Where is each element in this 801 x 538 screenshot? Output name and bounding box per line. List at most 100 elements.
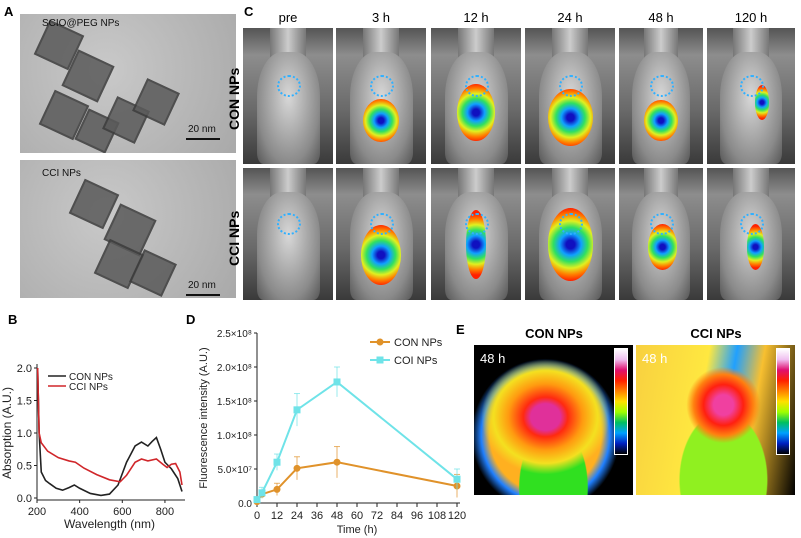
fluorescence-signal: [363, 98, 399, 143]
x-tick-label: 12: [271, 510, 283, 522]
imaging-cell: [336, 28, 426, 164]
panel-label-d: D: [186, 312, 196, 327]
imaging-cell: [525, 168, 615, 300]
roi-circle: [370, 75, 394, 98]
legend-label: CON NPs: [69, 372, 113, 383]
timepoint-label: 3 h: [371, 10, 391, 25]
x-tick-label: 108: [428, 510, 446, 522]
roi-circle: [650, 213, 674, 236]
imaging-cell: [243, 28, 333, 164]
fluorescence-signal: [644, 100, 678, 141]
x-tick-label: 84: [391, 510, 403, 522]
mouse: [256, 191, 320, 300]
data-point: [293, 406, 301, 414]
y-axis-label: Absorption (A.U.): [0, 387, 14, 479]
colorbar: [614, 348, 628, 455]
x-axis-label: Time (h): [337, 524, 378, 536]
roi-circle: [740, 75, 764, 98]
data-point: [273, 458, 281, 466]
x-tick-label: 24: [291, 510, 303, 522]
x-tick-label: 120: [448, 510, 466, 522]
imaging-cell: [431, 168, 521, 300]
data-point: [453, 475, 461, 483]
timepoint-label: 24 h: [557, 10, 583, 25]
colorbar: [776, 348, 790, 455]
y-tick-label: 0.0: [238, 499, 252, 510]
scale-bar: [186, 294, 220, 296]
panel-label-e: E: [456, 322, 465, 337]
scale-bar: [186, 138, 220, 140]
thermal-image-cci: 48 h: [636, 345, 795, 495]
x-tick-label: 200: [28, 506, 46, 518]
timepoint-label: 12 h: [463, 10, 489, 25]
data-point: [258, 489, 266, 497]
roi-circle: [465, 75, 489, 98]
x-tick-label: 60: [351, 510, 363, 522]
roi-circle: [559, 213, 583, 236]
data-point: [333, 458, 341, 466]
row-label-con: CON NPs: [226, 67, 242, 130]
scale-label: 20 nm: [188, 280, 216, 291]
y-tick-label: 2.5×10⁸: [217, 329, 252, 340]
x-tick-label: 96: [411, 510, 423, 522]
y-tick-label: 1.5: [17, 396, 32, 408]
data-point: [273, 485, 281, 493]
mouse: [720, 52, 782, 164]
y-tick-label: 2.0: [17, 363, 32, 375]
time-label: 48 h: [480, 351, 506, 366]
imaging-cell: [431, 28, 521, 164]
roi-circle: [277, 75, 301, 98]
imaging-cell: [619, 28, 703, 164]
y-tick-label: 5.0×10⁷: [218, 465, 253, 476]
y-tick-label: 0.5: [17, 461, 32, 473]
fluorescence-signal: [547, 89, 593, 147]
roi-circle: [740, 213, 764, 236]
y-tick-label: 0.0: [17, 493, 32, 505]
fluorescence-signal: [746, 224, 765, 271]
panel-label-a: A: [4, 4, 14, 19]
x-tick-label: 48: [331, 510, 343, 522]
scale-label: 20 nm: [188, 124, 216, 135]
series-line-0: [36, 367, 183, 497]
imaging-cell: [525, 28, 615, 164]
tem-image-cci: CCI NPs 20 nm: [20, 160, 236, 298]
y-axis-label: Fluorescence intensity (A.U.): [198, 347, 210, 488]
series-line-1: [256, 380, 458, 501]
x-tick-label: 600: [113, 506, 131, 518]
imaging-cell: [619, 168, 703, 300]
row-label-cci: CCI NPs: [226, 210, 242, 266]
imaging-cell: [707, 168, 795, 300]
roi-circle: [650, 75, 674, 98]
y-tick-label: 1.0×10⁸: [217, 431, 252, 442]
x-axis-label: Wavelength (nm): [64, 517, 155, 531]
roi-circle: [370, 213, 394, 236]
series-line-1: [36, 367, 183, 486]
x-tick-label: 36: [311, 510, 323, 522]
imaging-cell: [707, 28, 795, 164]
roi-circle: [559, 75, 583, 98]
chart-d: 0 12 24 36 48 60 72 84 96 108 120 0.0 5.0×10⁷ 1.0×10⁸…: [198, 329, 466, 536]
e-title-con: CON NPs: [525, 326, 583, 341]
tem-title: SCIO@PEG NPs: [42, 18, 120, 29]
legend-marker: [376, 356, 384, 364]
timepoint-label: 120 h: [734, 10, 768, 25]
roi-circle: [277, 213, 301, 236]
y-tick-label: 1.5×10⁸: [217, 397, 252, 408]
x-tick-label: 72: [371, 510, 383, 522]
legend-label: CCI NPs: [69, 382, 108, 393]
y-tick-label: 2.0×10⁸: [217, 363, 252, 374]
data-point: [253, 496, 261, 504]
panel-label-c: C: [244, 4, 254, 19]
legend-label: COI NPs: [394, 355, 438, 367]
x-tick-label: 800: [156, 506, 174, 518]
timepoint-label: 48 h: [648, 10, 674, 25]
imaging-cell: [336, 168, 426, 300]
tem-image-scio-peg: SCIO@PEG NPs 20 nm: [20, 14, 236, 153]
e-title-cci: CCI NPs: [690, 326, 742, 341]
chart-b: 200 400 600 800 0.0 0.5 1.0 1.5 2.0 Wavelength (n…: [0, 363, 185, 531]
legend-label: CON NPs: [394, 337, 443, 349]
x-tick-label: 0: [254, 510, 260, 522]
series-line-0: [256, 461, 458, 503]
roi-circle: [465, 213, 489, 236]
